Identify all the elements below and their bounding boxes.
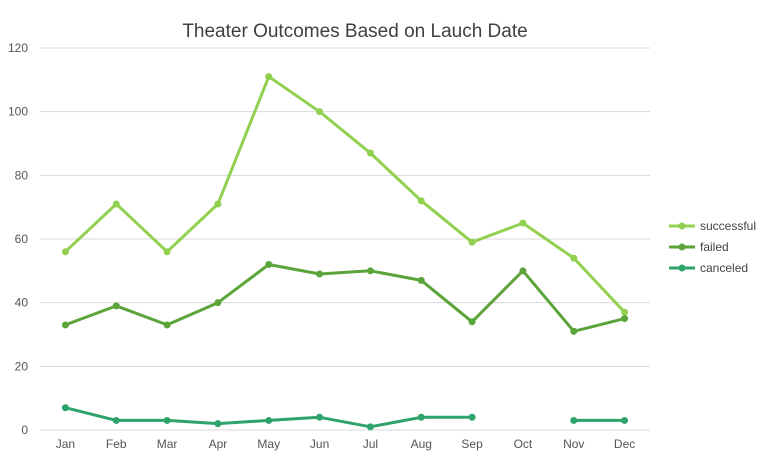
data-point-canceled <box>61 404 69 412</box>
series-successful <box>61 73 629 316</box>
data-point-failed <box>61 321 69 329</box>
legend-item-failed: failed <box>669 240 729 254</box>
data-point-successful <box>519 219 527 227</box>
chart-title: Theater Outcomes Based on Lauch Date <box>182 21 527 42</box>
y-tick-label: 100 <box>8 105 28 119</box>
data-point-canceled <box>112 416 120 424</box>
x-tick-label: Nov <box>563 437 584 451</box>
x-tick-label: Oct <box>514 437 533 451</box>
data-point-canceled <box>163 416 171 424</box>
y-tick-label: 120 <box>8 41 28 55</box>
legend-item-canceled: canceled <box>669 261 748 275</box>
data-point-canceled <box>316 413 324 421</box>
data-point-failed <box>265 260 273 268</box>
data-point-successful <box>265 73 273 81</box>
x-axis-ticks: Jan Feb Mar Apr May Jun Jul Aug Sep Oct Nov Dec <box>56 437 636 451</box>
series-line-successful <box>63 75 627 314</box>
y-tick-label: 80 <box>15 168 29 182</box>
legend-swatch-marker <box>678 222 686 230</box>
data-point-failed <box>468 318 476 326</box>
data-point-canceled <box>265 416 273 424</box>
legend-label: canceled <box>700 261 748 275</box>
data-point-canceled <box>417 413 425 421</box>
legend-label: failed <box>700 240 729 254</box>
data-point-successful <box>163 248 171 256</box>
x-tick-label: Mar <box>157 437 178 451</box>
series-line-failed <box>63 263 627 333</box>
data-point-failed <box>570 327 578 335</box>
data-point-canceled <box>621 416 629 424</box>
data-point-canceled <box>570 416 578 424</box>
y-tick-label: 40 <box>15 296 29 310</box>
legend: successful failed canceled <box>669 219 756 275</box>
data-point-successful <box>316 108 324 116</box>
series-line-canceled <box>63 406 627 429</box>
data-point-failed <box>316 270 324 278</box>
x-tick-label: Jan <box>56 437 75 451</box>
data-point-failed <box>366 267 374 275</box>
y-tick-label: 0 <box>21 423 28 437</box>
legend-label: successful <box>700 219 756 233</box>
y-tick-label: 20 <box>15 359 29 373</box>
data-point-failed <box>519 267 527 275</box>
legend-swatch-marker <box>678 264 686 272</box>
y-axis-ticks: 0 20 40 60 80 100 120 <box>8 41 28 437</box>
series-canceled <box>61 404 629 431</box>
data-point-failed <box>214 299 222 307</box>
data-point-failed <box>621 315 629 323</box>
y-tick-label: 60 <box>15 232 29 246</box>
data-point-canceled <box>366 423 374 431</box>
data-point-successful <box>417 197 425 205</box>
x-tick-label: May <box>257 437 280 451</box>
x-tick-label: Jul <box>363 437 378 451</box>
data-point-successful <box>61 248 69 256</box>
data-point-successful <box>570 254 578 262</box>
x-tick-label: Dec <box>614 437 635 451</box>
data-point-successful <box>468 238 476 246</box>
gridlines <box>40 47 650 431</box>
data-point-failed <box>112 302 120 310</box>
legend-item-successful: successful <box>669 219 756 233</box>
x-tick-label: Aug <box>411 437 432 451</box>
x-tick-label: Sep <box>461 437 483 451</box>
series-failed <box>61 260 629 335</box>
data-point-canceled <box>214 420 222 428</box>
data-point-failed <box>163 321 171 329</box>
data-point-successful <box>112 200 120 208</box>
data-point-successful <box>621 308 629 316</box>
series-group <box>61 73 629 431</box>
data-point-successful <box>214 200 222 208</box>
data-point-failed <box>417 276 425 284</box>
x-tick-label: Feb <box>106 437 127 451</box>
data-point-canceled <box>468 413 476 421</box>
x-tick-label: Jun <box>310 437 329 451</box>
data-point-successful <box>366 149 374 157</box>
x-tick-label: Apr <box>209 437 228 451</box>
legend-swatch-marker <box>678 243 686 251</box>
